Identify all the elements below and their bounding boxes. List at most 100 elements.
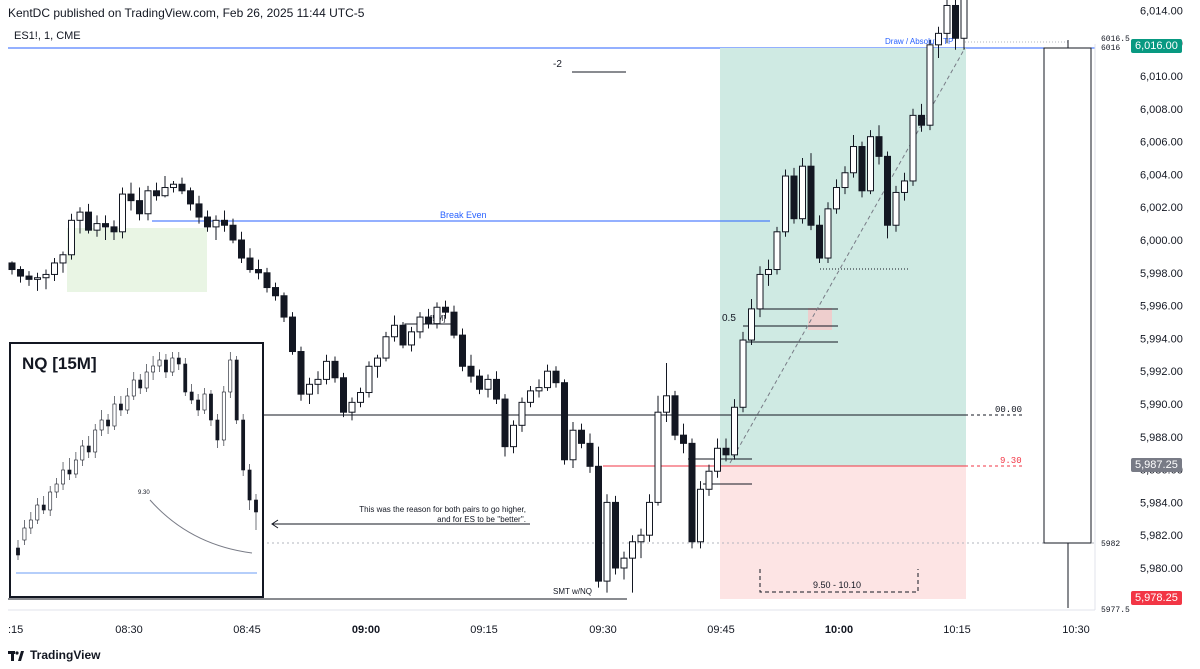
inset-candle-body xyxy=(189,391,194,401)
candle xyxy=(357,387,364,408)
price-small-5982: 5982 xyxy=(1101,540,1120,549)
candle-body xyxy=(25,275,33,280)
tradingview-brand[interactable]: TradingView xyxy=(8,648,100,662)
price-badge-high: 6,016.00 xyxy=(1131,39,1182,53)
candle-body xyxy=(263,272,271,289)
inset-candle xyxy=(112,396,117,430)
candle-body xyxy=(255,269,262,274)
candle xyxy=(306,377,313,404)
inset-candle-body xyxy=(48,491,53,511)
candle xyxy=(34,272,41,291)
inset-candle-body xyxy=(131,379,136,397)
inset-candle-body xyxy=(73,459,78,475)
candle xyxy=(493,371,500,404)
symbol-line[interactable]: ES1!, 1, CME xyxy=(14,30,81,42)
candle xyxy=(178,177,186,195)
time-scale[interactable]: :15 08:30 08:45 09:00 09:15 09:30 09:45 10:00 10… xyxy=(8,624,1090,636)
candle xyxy=(450,305,458,339)
inset-candle xyxy=(67,458,72,480)
candle-body xyxy=(578,429,585,444)
time-tick: 08:30 xyxy=(115,624,143,636)
candle xyxy=(59,251,67,273)
candle xyxy=(935,26,942,58)
candle xyxy=(25,271,33,286)
candle-body xyxy=(127,193,135,202)
candle xyxy=(501,394,509,457)
candle xyxy=(161,176,169,198)
candle-body xyxy=(926,44,934,126)
candle-body xyxy=(297,351,305,395)
candle-body xyxy=(790,175,798,220)
candle xyxy=(697,481,704,549)
candle xyxy=(739,331,747,413)
inset-candle xyxy=(202,388,207,414)
candle-body xyxy=(510,424,517,448)
price-small-6016: 6016 xyxy=(1101,44,1120,53)
candle-body xyxy=(612,501,619,569)
candle-body xyxy=(289,316,296,353)
inset-candle-body xyxy=(228,359,233,393)
price-badge-low: 5,978.25 xyxy=(1131,591,1182,605)
candle xyxy=(263,267,271,293)
price-small-5977-5: 5977.5 xyxy=(1101,606,1130,615)
candle-body xyxy=(816,224,823,259)
candle-body xyxy=(535,387,543,392)
candle xyxy=(960,0,968,50)
inset-candle xyxy=(80,440,85,466)
candle xyxy=(518,397,526,432)
range-bracket xyxy=(759,569,919,593)
inset-candle-body xyxy=(151,365,155,373)
candle-body xyxy=(365,365,373,394)
candle xyxy=(374,354,381,378)
price-scale[interactable]: 5,980.005,982.005,984.005,986.005,988.00… xyxy=(1140,5,1183,575)
candle-body xyxy=(17,269,24,277)
inset-candle-body xyxy=(209,393,213,421)
candle xyxy=(314,371,322,395)
range-label: 9.50 - 10.10 xyxy=(813,580,861,590)
candle xyxy=(637,528,645,559)
candle xyxy=(221,210,228,232)
reason-line-2: and for ES to be ''better''. xyxy=(437,515,526,524)
candle-body xyxy=(34,277,41,280)
inset-candle-body xyxy=(164,359,168,373)
candle-body xyxy=(399,324,407,346)
candle xyxy=(926,39,934,131)
candle xyxy=(272,282,279,301)
candle-body xyxy=(799,165,806,220)
inset-candle xyxy=(61,462,65,490)
candle xyxy=(527,385,534,408)
candle-body xyxy=(527,390,534,403)
candle-body xyxy=(93,223,101,231)
candle xyxy=(663,363,670,423)
candle-body xyxy=(748,308,755,341)
candle xyxy=(297,346,305,401)
inset-candle xyxy=(157,352,162,372)
smt-label: SMT w/NQ xyxy=(553,587,592,596)
candle xyxy=(51,258,58,281)
candle-body xyxy=(731,406,738,456)
candle xyxy=(756,266,764,318)
time-tick: 09:45 xyxy=(707,624,735,636)
candle xyxy=(901,172,908,201)
candle xyxy=(484,374,492,398)
level-930-label: 9.30 xyxy=(1000,456,1022,466)
inset-candle-body xyxy=(99,419,104,431)
candle xyxy=(433,302,441,329)
candle-body xyxy=(620,557,628,569)
inset-candle-body xyxy=(221,391,226,441)
candle-body xyxy=(697,488,704,543)
inset-candle-body xyxy=(247,469,252,501)
inset-930-label: 9.30 xyxy=(138,490,150,496)
time-tick: 10:30 xyxy=(1062,624,1090,636)
candle-body xyxy=(76,211,84,221)
price-tick: 6,006.00 xyxy=(1140,137,1183,149)
price-tick: 5,992.00 xyxy=(1140,366,1183,378)
candle-body xyxy=(518,401,526,426)
brand-label: TradingView xyxy=(30,648,101,662)
inset-candle xyxy=(99,410,104,436)
candle-body xyxy=(323,360,330,380)
inset-candle xyxy=(176,352,181,370)
candle xyxy=(561,379,568,465)
candle xyxy=(331,356,339,383)
